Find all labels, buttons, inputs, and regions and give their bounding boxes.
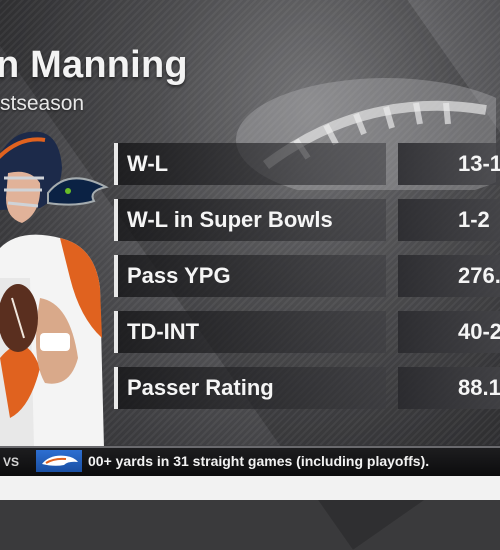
bottom-bar [0,476,500,500]
stat-row-pass-ypg: Pass YPG 276. [114,255,500,297]
stat-label: W-L in Super Bowls [114,199,386,241]
stat-value: 13-1 [398,143,500,185]
stat-row-wl-super-bowls: W-L in Super Bowls 1-2 [114,199,500,241]
ticker-bar: VS 00+ yards in 31 straight games (inclu… [0,446,500,476]
graphic-title: n Manning [0,44,188,86]
stat-value: 88.1 [398,367,500,409]
broncos-logo-icon [36,450,82,472]
player-photo [0,131,109,448]
graphic-subtitle: stseason [0,92,85,115]
stat-row-td-int: TD-INT 40-2 [114,311,500,353]
stat-label: W-L [114,143,386,185]
stat-label: Pass YPG [114,255,386,297]
stat-label: TD-INT [114,311,386,353]
stat-row-wl: W-L 13-1 [114,143,500,185]
stat-row-passer-rating: Passer Rating 88.1 [114,367,500,409]
stat-value: 1-2 [398,199,500,241]
stat-label: Passer Rating [114,367,386,409]
stat-value: 40-2 [398,311,500,353]
ticker-vs-label: VS [3,455,20,469]
stat-value: 276. [398,255,500,297]
ticker-text: 00+ yards in 31 straight games (includin… [88,453,430,469]
